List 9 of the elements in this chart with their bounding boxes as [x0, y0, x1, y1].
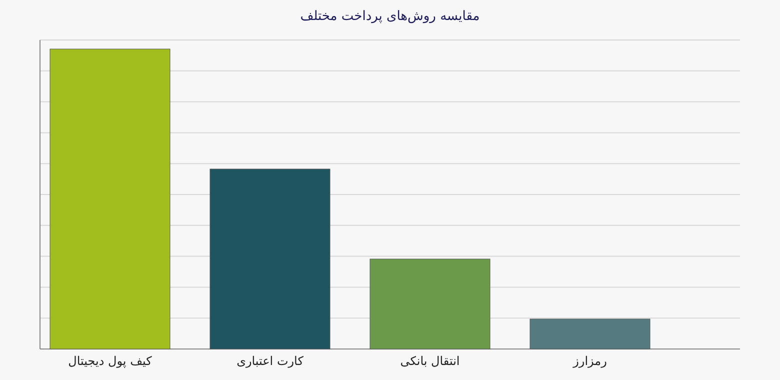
bar [530, 318, 650, 350]
bar [50, 48, 170, 350]
bar [210, 168, 330, 350]
chart-title: مقایسه روش‌های پرداخت مختلف [300, 9, 480, 24]
x-tick-label: رمزارز [572, 354, 608, 368]
x-tick-label: انتقال بانکی [400, 354, 460, 368]
x-tick-label: کارت اعتباری [236, 354, 304, 368]
x-tick-label: کیف پول دیجیتال [68, 354, 152, 368]
bar [370, 258, 490, 350]
